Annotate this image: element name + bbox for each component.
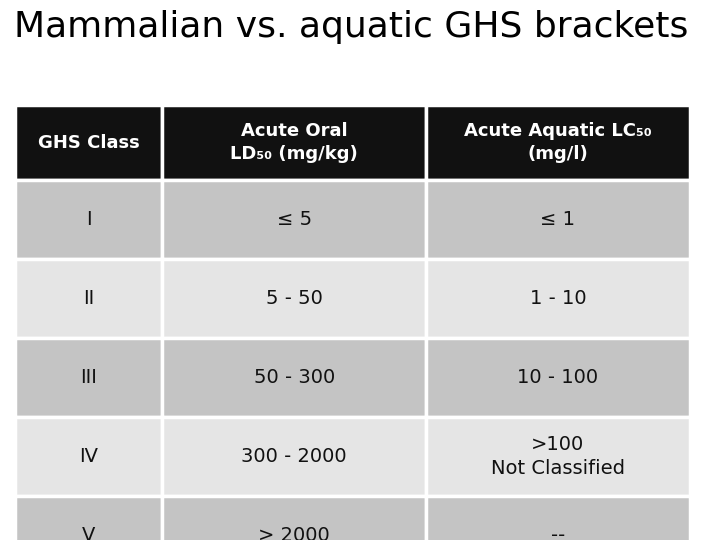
- Text: ≤ 1: ≤ 1: [541, 210, 575, 229]
- Bar: [426, 259, 690, 338]
- Text: 1 - 10: 1 - 10: [529, 289, 586, 308]
- Text: > 2000: > 2000: [258, 526, 330, 540]
- Text: Mammalian vs. aquatic GHS brackets: Mammalian vs. aquatic GHS brackets: [14, 10, 688, 44]
- Text: 300 - 2000: 300 - 2000: [241, 447, 347, 466]
- Text: II: II: [83, 289, 94, 308]
- Bar: [15, 496, 162, 540]
- Bar: [426, 105, 690, 180]
- Bar: [162, 338, 426, 417]
- Bar: [15, 259, 162, 338]
- Bar: [15, 180, 162, 259]
- Text: 5 - 50: 5 - 50: [266, 289, 323, 308]
- Bar: [15, 105, 162, 180]
- Text: III: III: [80, 368, 97, 387]
- Bar: [162, 417, 426, 496]
- Text: V: V: [82, 526, 95, 540]
- Bar: [162, 496, 426, 540]
- Bar: [15, 417, 162, 496]
- Bar: [162, 105, 426, 180]
- Text: Acute Aquatic LC₅₀
(mg/l): Acute Aquatic LC₅₀ (mg/l): [464, 123, 652, 163]
- Text: --: --: [551, 526, 565, 540]
- Bar: [426, 417, 690, 496]
- Text: GHS Class: GHS Class: [37, 133, 140, 152]
- Bar: [162, 180, 426, 259]
- Text: 10 - 100: 10 - 100: [517, 368, 598, 387]
- Bar: [426, 338, 690, 417]
- Bar: [162, 259, 426, 338]
- Bar: [426, 496, 690, 540]
- Text: I: I: [86, 210, 91, 229]
- Bar: [426, 180, 690, 259]
- Text: Acute Oral
LD₅₀ (mg/kg): Acute Oral LD₅₀ (mg/kg): [230, 123, 358, 163]
- Bar: [15, 338, 162, 417]
- Text: >100
Not Classified: >100 Not Classified: [491, 435, 625, 478]
- Text: ≤ 5: ≤ 5: [276, 210, 312, 229]
- Text: IV: IV: [79, 447, 98, 466]
- Text: 50 - 300: 50 - 300: [253, 368, 335, 387]
